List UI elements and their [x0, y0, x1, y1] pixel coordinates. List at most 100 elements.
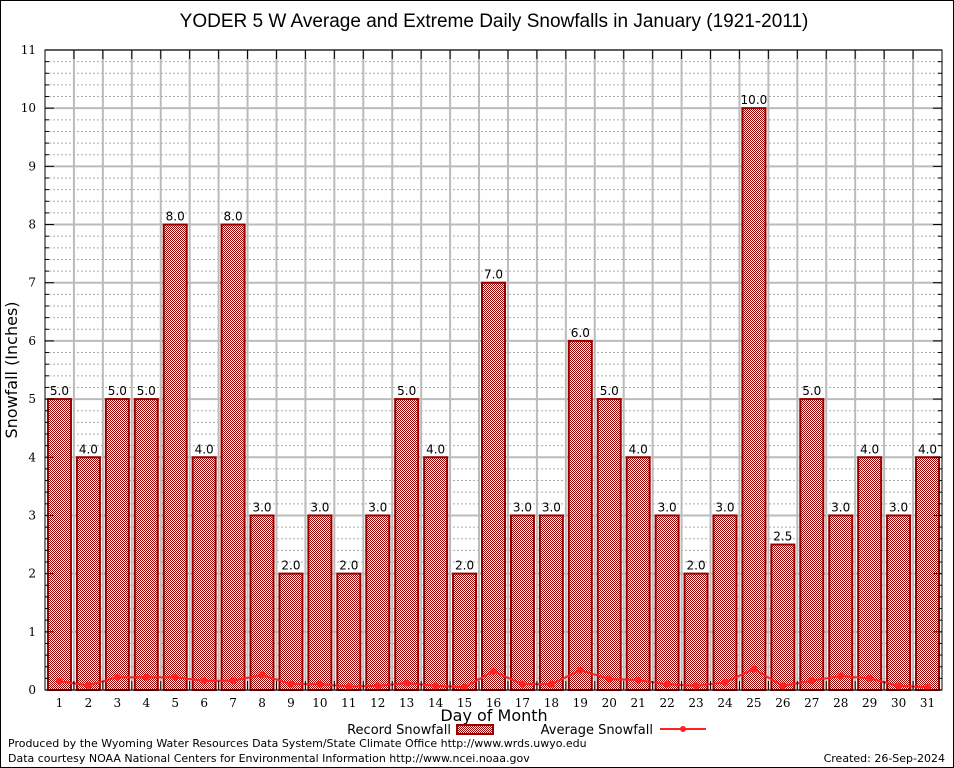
x-tick-label: 14 [428, 696, 444, 710]
average-point-day-13 [403, 679, 411, 687]
data-labels: 5.0 4.0 5.0 5.0 8.0 4.0 8.0 3.0 2.0 3.0 2.0 3.0 5.0 4… [50, 93, 937, 572]
average-point-day-26 [779, 682, 787, 690]
y-tick-label: 2 [28, 567, 36, 581]
x-tick-label: 5 [171, 696, 179, 710]
x-tick-label: 27 [804, 696, 819, 710]
average-point-day-1 [55, 677, 63, 685]
data-label-day-2: 4.0 [79, 442, 98, 456]
bar-day-19 [567, 339, 593, 691]
x-tick-label: 17 [515, 696, 530, 710]
x-tick-label: 6 [200, 696, 208, 710]
data-label-day-14: 4.0 [426, 442, 445, 456]
footer-data-courtesy: Data courtesy NOAA National Centers for … [8, 752, 530, 765]
bar-day-12 [365, 514, 391, 691]
bar-day-10 [307, 514, 333, 691]
y-tick-label: 10 [21, 101, 36, 115]
data-label-day-20: 5.0 [600, 384, 619, 398]
data-label-day-10: 3.0 [310, 500, 329, 514]
average-point-day-23 [692, 682, 700, 690]
data-label-day-22: 3.0 [658, 500, 677, 514]
average-point-day-30 [895, 682, 903, 690]
bar-day-30 [886, 514, 912, 691]
x-tick-label: 8 [258, 696, 266, 710]
x-tick-labels: 1 2 3 4 5 6 7 8 9 10 11 12 13 14 15 16 17 18 19 20 21 22 23 24 2… [56, 696, 936, 710]
data-label-day-12: 3.0 [368, 500, 387, 514]
average-point-day-27 [808, 677, 816, 685]
x-tick-label: 13 [399, 696, 414, 710]
average-point-day-15 [461, 683, 469, 691]
data-label-day-28: 3.0 [831, 500, 850, 514]
y-tick-label: 1 [28, 625, 36, 639]
average-point-day-29 [866, 674, 874, 682]
bar-day-6 [191, 456, 217, 692]
legend-record-label: Record Snowfall [347, 723, 451, 738]
data-label-day-15: 2.0 [455, 559, 474, 573]
bar-day-15 [452, 572, 478, 691]
bar-day-4 [133, 398, 159, 691]
y-tick-label: 5 [28, 392, 36, 406]
average-point-day-20 [605, 675, 613, 683]
y-tick-label: 9 [28, 159, 36, 173]
average-point-day-3 [113, 673, 121, 681]
average-point-day-11 [345, 683, 353, 691]
x-tick-label: 28 [833, 696, 848, 710]
x-tick-label: 3 [114, 696, 122, 710]
bar-day-14 [423, 456, 449, 692]
bar-day-3 [104, 398, 130, 691]
data-label-day-7: 8.0 [224, 210, 243, 224]
x-tick-label: 18 [544, 696, 559, 710]
bar-day-11 [336, 572, 362, 691]
bar-day-5 [162, 223, 188, 692]
average-point-day-21 [634, 676, 642, 684]
bar-day-13 [394, 398, 420, 691]
x-tick-label: 20 [602, 696, 617, 710]
x-tick-label: 24 [717, 696, 733, 710]
average-point-day-28 [837, 672, 845, 680]
y-tick-label: 7 [28, 276, 36, 290]
bar-day-20 [596, 398, 622, 691]
average-point-day-24 [721, 678, 729, 686]
average-point-day-16 [490, 667, 497, 675]
legend-average-marker [680, 726, 686, 732]
average-point-day-5 [171, 673, 179, 681]
bar-day-29 [857, 456, 883, 692]
data-label-day-13: 5.0 [397, 384, 416, 398]
average-point-day-6 [200, 677, 208, 685]
footer-created: Created: 26-Sep-2024 [824, 752, 945, 765]
bar-day-2 [75, 456, 101, 692]
bars [46, 107, 941, 692]
bar-day-17 [509, 514, 535, 691]
bar-day-8 [249, 514, 275, 691]
data-label-day-8: 3.0 [252, 500, 271, 514]
bar-day-9 [278, 572, 304, 691]
x-tick-label: 1 [56, 696, 64, 710]
bar-day-28 [828, 514, 854, 691]
bar-day-24 [712, 514, 738, 691]
data-label-day-4: 5.0 [137, 384, 156, 398]
average-point-day-8 [258, 671, 266, 679]
data-label-day-27: 5.0 [802, 384, 821, 398]
chart-title: YODER 5 W Average and Extreme Daily Snow… [180, 11, 809, 32]
x-tick-label: 16 [486, 696, 501, 710]
axes [44, 49, 943, 691]
average-point-day-17 [518, 680, 526, 688]
data-label-day-3: 5.0 [108, 384, 127, 398]
x-axis-label: Day of Month [440, 706, 547, 725]
y-tick-labels: 0 1 2 3 4 5 6 7 8 9 10 11 [21, 43, 37, 697]
data-label-day-26: 2.5 [773, 530, 792, 544]
footer-produced-by: Produced by the Wyoming Water Resources … [8, 737, 587, 750]
x-tick-label: 22 [659, 696, 674, 710]
bar-day-23 [683, 572, 709, 691]
x-tick-label: 31 [920, 696, 935, 710]
y-tick-label: 0 [28, 683, 36, 697]
bar-day-22 [654, 514, 680, 691]
average-point-day-10 [316, 680, 324, 688]
y-axis-label: Snowfall (Inches) [2, 301, 21, 438]
legend: Record Snowfall Average Snowfall [347, 723, 706, 738]
legend-record-swatch [456, 724, 494, 735]
bar-day-26 [770, 543, 796, 692]
bar-day-16 [481, 281, 506, 691]
y-tick-label: 6 [28, 334, 36, 348]
average-point-day-14 [432, 682, 440, 690]
